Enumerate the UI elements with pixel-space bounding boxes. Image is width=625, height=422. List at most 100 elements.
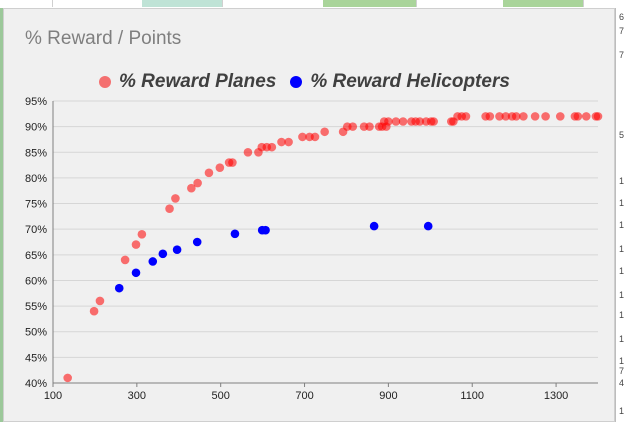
y-tick-label: 90% <box>25 122 47 134</box>
x-tick-label: 700 <box>295 390 313 402</box>
data-point-planes <box>284 137 293 147</box>
x-tick-label: 900 <box>379 390 397 402</box>
data-point-planes <box>243 147 253 157</box>
spreadsheet-cell-fragment: 5 <box>619 130 625 140</box>
legend-label-planes: % Reward Planes <box>119 71 277 92</box>
spreadsheet-header-strip <box>0 0 625 8</box>
legend-item-helicopters: % Reward Helicopters <box>290 71 510 93</box>
data-point-planes <box>541 112 550 121</box>
spreadsheet-cell-fragment: 1 <box>619 406 625 416</box>
spreadsheet-cell-fragment: 1 <box>619 356 625 366</box>
data-point-helicopters <box>230 229 240 239</box>
data-point-planes <box>267 142 277 152</box>
y-tick-label: 50% <box>25 327 47 339</box>
spreadsheet-cell-fragment: 4 <box>619 378 625 388</box>
data-point-helicopters <box>423 221 433 231</box>
spreadsheet-cell-fragment: 7 <box>619 50 625 60</box>
data-point-planes <box>89 306 99 316</box>
data-point-planes <box>384 117 393 126</box>
spreadsheet-cell[interactable] <box>323 0 417 7</box>
data-point-helicopters <box>192 237 202 247</box>
data-point-planes <box>365 122 374 131</box>
data-point-planes <box>228 158 237 167</box>
data-point-planes <box>193 178 202 188</box>
data-point-planes <box>63 373 72 383</box>
data-point-planes <box>165 204 174 213</box>
data-point-planes <box>511 112 521 121</box>
data-point-planes <box>298 132 307 142</box>
data-point-planes <box>348 122 358 131</box>
spreadsheet-cell-fragment: 1 <box>619 176 625 186</box>
data-point-planes <box>495 112 504 121</box>
spreadsheet-cell[interactable] <box>0 0 53 7</box>
legend-marker-planes <box>99 76 111 88</box>
data-point-planes <box>593 112 603 121</box>
plot-area <box>53 101 598 383</box>
data-point-planes <box>137 230 147 239</box>
y-tick-label: 85% <box>25 147 47 159</box>
x-tick-label: 300 <box>128 390 146 402</box>
data-point-planes <box>573 112 583 121</box>
spreadsheet-left-edge <box>0 8 3 422</box>
y-tick-label: 55% <box>25 301 47 313</box>
y-tick-label: 45% <box>25 352 47 364</box>
data-point-helicopters <box>131 268 141 278</box>
spreadsheet-cell-fragment: 1 <box>619 334 625 344</box>
spreadsheet-cell-fragment: 7 <box>619 366 625 376</box>
data-point-planes <box>530 112 540 121</box>
data-point-helicopters <box>158 249 168 259</box>
data-point-planes <box>519 112 528 121</box>
legend-marker-helicopters <box>290 76 303 88</box>
data-point-planes <box>120 255 130 265</box>
data-point-planes <box>204 168 214 178</box>
data-point-planes <box>215 163 225 172</box>
data-point-helicopters <box>172 245 182 254</box>
chart-title: % Reward / Points <box>25 28 182 49</box>
data-point-planes <box>501 112 511 121</box>
data-point-planes <box>131 240 141 249</box>
spreadsheet-cell-fragment: 1 <box>619 244 625 254</box>
y-tick-label: 70% <box>25 224 47 236</box>
data-point-helicopters <box>114 283 124 293</box>
spreadsheet-cell-fragment: 1 <box>619 290 625 300</box>
data-point-planes <box>415 117 425 126</box>
data-point-planes <box>398 117 408 126</box>
legend-item-planes: % Reward Planes <box>99 71 276 93</box>
legend-label-helicopters: % Reward Helicopters <box>310 71 510 92</box>
data-point-planes <box>391 117 401 126</box>
data-point-helicopters <box>148 257 158 266</box>
x-tick-label: 1100 <box>460 390 484 402</box>
chart-legend: % Reward Planes % Reward Helicopters <box>99 70 524 94</box>
data-point-planes <box>581 112 591 121</box>
data-point-planes <box>485 112 495 121</box>
spreadsheet-cell-fragment: 1 <box>619 220 625 230</box>
data-point-planes <box>95 296 105 306</box>
data-point-helicopters <box>261 225 270 235</box>
y-tick-label: 65% <box>25 250 47 262</box>
data-point-planes <box>187 183 196 193</box>
data-point-planes <box>461 112 471 121</box>
y-tick-label: 40% <box>25 378 47 390</box>
x-tick-label: 100 <box>44 390 62 402</box>
data-point-planes <box>277 137 286 147</box>
data-point-planes <box>555 112 565 121</box>
spreadsheet-cell[interactable] <box>503 0 584 7</box>
spreadsheet-cell-fragment: 1 <box>619 198 625 208</box>
data-point-helicopters <box>369 221 379 231</box>
y-tick-label: 80% <box>25 173 47 185</box>
spreadsheet-cell[interactable] <box>142 0 223 7</box>
data-point-planes <box>429 117 438 126</box>
x-tick-label: 1300 <box>544 390 568 402</box>
data-point-planes <box>320 127 329 137</box>
y-tick-label: 60% <box>25 275 47 287</box>
data-point-planes <box>310 132 320 142</box>
y-tick-label: 75% <box>25 199 47 211</box>
spreadsheet-cell-fragment: 1 <box>619 310 625 320</box>
y-tick-label: 95% <box>25 96 47 108</box>
spreadsheet-cell-fragment: 1 <box>619 266 625 276</box>
data-point-planes <box>171 194 180 203</box>
x-tick-label: 500 <box>212 390 230 402</box>
spreadsheet-cell-fragment: 6 <box>619 12 625 22</box>
